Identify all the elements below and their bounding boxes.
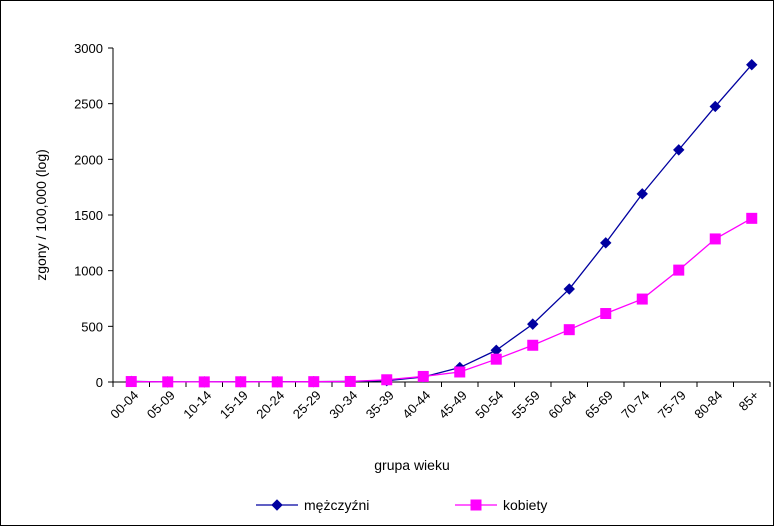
x-tick-label: 45-49	[436, 388, 470, 422]
data-point	[600, 308, 612, 320]
data-point	[636, 293, 648, 305]
x-tick-label: 30-34	[326, 388, 360, 422]
y-tick-label: 0	[96, 375, 103, 390]
x-tick-label: 70-74	[618, 388, 652, 422]
data-point	[636, 188, 648, 200]
y-axis-title: zgony / 100,000 (log)	[33, 149, 49, 281]
data-point	[563, 324, 575, 336]
data-point	[454, 366, 466, 378]
x-tick-label: 60-64	[545, 388, 579, 422]
data-point	[162, 376, 174, 388]
legend-item: mężczyźni	[256, 497, 369, 513]
legend-marker	[470, 499, 482, 511]
legend-label: kobiety	[503, 497, 547, 513]
data-point	[271, 376, 283, 388]
series-line	[131, 217, 753, 383]
x-tick-label: 10-14	[180, 388, 214, 422]
x-tick-label: 65-69	[582, 388, 616, 422]
data-point	[600, 237, 612, 249]
y-tick-label: 500	[81, 319, 103, 334]
x-axis: 00-04 05-09 10-14 15-19 20-24 25-29 30-34 35-39…	[107, 381, 771, 422]
data-point	[673, 264, 685, 276]
data-point	[709, 100, 721, 113]
x-tick-label: 75-79	[655, 388, 689, 422]
legend-marker	[271, 499, 283, 511]
x-tick-label: 00-04	[107, 388, 141, 422]
x-tick-label: 55-59	[509, 388, 543, 422]
data-point	[198, 376, 210, 388]
legend: mężczyźni kobiety	[256, 497, 547, 513]
plot-area	[113, 48, 770, 382]
y-tick-label: 1500	[74, 208, 103, 223]
data-point	[746, 58, 758, 71]
x-axis-title: grupa wieku	[374, 457, 450, 473]
x-tick-label: 35-39	[363, 388, 397, 422]
x-tick-label: 85+	[736, 388, 762, 414]
y-tick-label: 1000	[74, 264, 103, 279]
x-tick-label: 15-19	[217, 388, 251, 422]
x-tick-label: 20-24	[253, 388, 287, 422]
legend-label: mężczyźni	[304, 497, 369, 513]
x-tick-label: 05-09	[144, 388, 178, 422]
data-point	[746, 212, 758, 224]
data-point	[527, 339, 539, 351]
y-tick-label: 2500	[74, 97, 103, 112]
x-tick-label: 40-44	[399, 388, 433, 422]
data-point	[344, 375, 356, 387]
data-point	[563, 283, 575, 295]
data-point	[125, 376, 137, 388]
x-tick-label: 80-84	[691, 388, 725, 422]
data-point	[673, 144, 685, 156]
data-point	[381, 374, 393, 386]
y-tick-label: 2000	[74, 152, 103, 167]
y-tick-label: 3000	[74, 41, 103, 56]
x-tick-label: 50-54	[472, 388, 506, 422]
y-axis: 0 500 1000 1500 2000 2500 3000	[74, 41, 114, 390]
legend-item: kobiety	[455, 497, 547, 513]
series-layer	[125, 58, 758, 388]
data-point	[490, 353, 502, 365]
data-point	[417, 370, 429, 382]
data-point	[527, 318, 539, 330]
data-point	[709, 233, 721, 245]
series-2	[125, 212, 758, 388]
x-tick-label: 25-29	[290, 388, 324, 422]
data-point	[235, 376, 247, 388]
data-point	[308, 376, 320, 388]
